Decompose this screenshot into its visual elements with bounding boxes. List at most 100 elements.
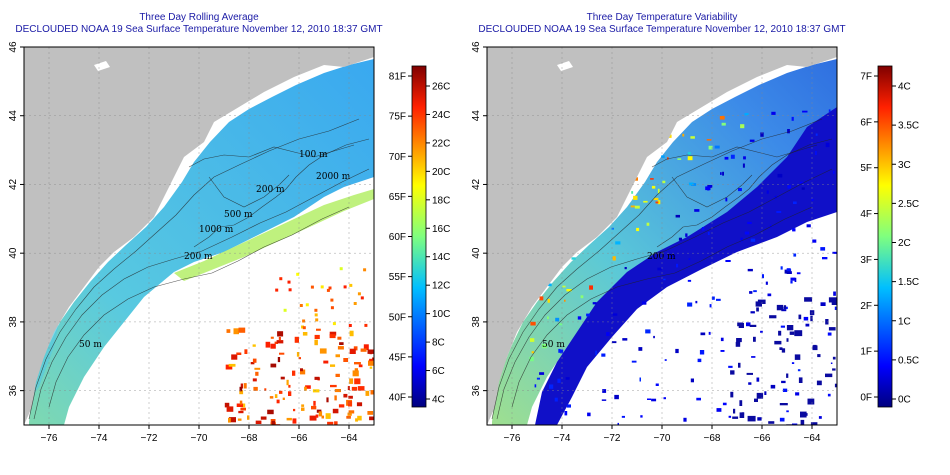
- bathymetry-contour: [48, 206, 350, 408]
- sst-patch: [313, 400, 316, 406]
- variability-patch: [781, 348, 786, 353]
- sst-patch: [296, 272, 300, 276]
- sst-patch: [329, 334, 336, 339]
- variability-patch: [751, 356, 756, 358]
- sst-patch: [314, 313, 318, 317]
- variability-patch: [765, 281, 768, 285]
- variability-patch: [804, 413, 808, 416]
- variability-patch: [720, 350, 725, 352]
- variability-patch: [778, 330, 782, 336]
- variability-patch: [804, 297, 813, 302]
- variability-patch: [834, 383, 837, 388]
- colorbar-fahrenheit-label: 65F: [389, 192, 406, 203]
- sst-patch: [353, 302, 357, 305]
- variability-patch: [661, 155, 665, 158]
- bathymetry-contour: [33, 168, 370, 420]
- colorbar-celsius-label: 0C: [898, 395, 911, 406]
- colorbar-celsius-label: 2C: [898, 238, 911, 249]
- sst-patch: [330, 384, 337, 388]
- y-tick-label: 42: [8, 178, 19, 190]
- variability-patch: [601, 399, 607, 401]
- variability-patch: [611, 227, 614, 230]
- sst-patch: [292, 418, 297, 424]
- colorbar-fahrenheit-label: 70F: [389, 152, 406, 163]
- colorbar-fahrenheit-label: 1F: [860, 347, 872, 358]
- variability-patch: [749, 139, 755, 142]
- variability-patch: [564, 299, 566, 302]
- sst-patch: [326, 288, 330, 292]
- variability-patch: [805, 323, 810, 327]
- variability-patch: [779, 403, 788, 406]
- sst-patch: [226, 329, 231, 333]
- variability-patch: [744, 231, 750, 235]
- variability-patch: [800, 419, 805, 425]
- variability-patch: [565, 377, 570, 380]
- variability-patch: [828, 109, 831, 112]
- colorbar-gradient: [877, 65, 893, 408]
- sst-patch: [294, 336, 299, 343]
- map-area: 200 m 50 m: [487, 47, 837, 425]
- variability-patch: [631, 191, 634, 194]
- variability-patch: [749, 291, 753, 294]
- variability-patch: [832, 368, 836, 371]
- variability-patch: [790, 280, 793, 284]
- variability-patch: [687, 156, 693, 161]
- variability-patch: [664, 359, 667, 361]
- y-tick-label: 44: [471, 110, 482, 122]
- contour-label: 50 m: [542, 340, 565, 350]
- variability-patch: [721, 122, 726, 126]
- sst-patch: [326, 397, 329, 403]
- map-area: 100 m 200 m 500 m 1000 m 2000 m 200 m 50 m: [24, 47, 374, 425]
- sst-patch: [314, 334, 320, 339]
- sst-patch: [244, 349, 248, 354]
- sst-patch: [229, 417, 236, 423]
- variability-patch: [640, 415, 643, 418]
- colorbar-celsius-label: 4C: [432, 395, 445, 406]
- variability-patch: [739, 400, 743, 406]
- sst-patch: [254, 367, 261, 370]
- sst-patch: [305, 385, 311, 389]
- variability-patch: [688, 258, 691, 260]
- sst-patch: [275, 288, 279, 292]
- bathymetry-contour: [651, 144, 818, 168]
- y-tick-label: 46: [8, 41, 19, 53]
- sst-patch: [296, 352, 300, 357]
- sst-patch: [368, 360, 374, 366]
- variability-patch: [780, 325, 785, 328]
- variability-patch: [687, 302, 693, 307]
- variability-patch: [750, 311, 755, 314]
- sst-patch: [240, 407, 246, 411]
- variability-patch: [753, 290, 757, 293]
- variability-patch: [833, 291, 836, 296]
- variability-patch: [730, 154, 735, 159]
- sst-patch: [240, 383, 243, 389]
- variability-patch: [818, 416, 822, 419]
- sst-patch: [286, 417, 292, 421]
- variability-patch: [802, 110, 808, 113]
- variability-patch: [631, 360, 637, 363]
- variability-patch: [771, 111, 776, 115]
- sst-patch: [300, 369, 306, 375]
- variability-patch: [789, 331, 795, 335]
- variability-patch: [735, 341, 741, 347]
- sst-patch: [330, 306, 334, 310]
- variability-patch: [708, 145, 713, 150]
- variability-patch: [791, 362, 795, 364]
- x-tick-label: −72: [141, 433, 158, 444]
- variability-patch: [728, 415, 732, 418]
- colorbar-fahrenheit-label: 5F: [860, 163, 872, 174]
- colorbar-celsius-label: 8C: [432, 338, 445, 349]
- x-tick-label: −66: [754, 433, 771, 444]
- bathymetry-contour: [671, 174, 753, 208]
- variability-patch: [657, 200, 661, 205]
- sst-patch: [287, 280, 291, 284]
- sst-patch: [288, 288, 292, 292]
- sst-patch: [334, 421, 338, 425]
- variability-patch: [646, 222, 650, 226]
- variability-patch: [642, 301, 647, 305]
- colorbar-celsius-label: 4C: [898, 82, 911, 93]
- sst-patch: [349, 330, 354, 337]
- colorbar-celsius-label: 1.5C: [898, 277, 919, 288]
- variability-patch: [636, 227, 640, 232]
- sst-patch: [253, 386, 258, 391]
